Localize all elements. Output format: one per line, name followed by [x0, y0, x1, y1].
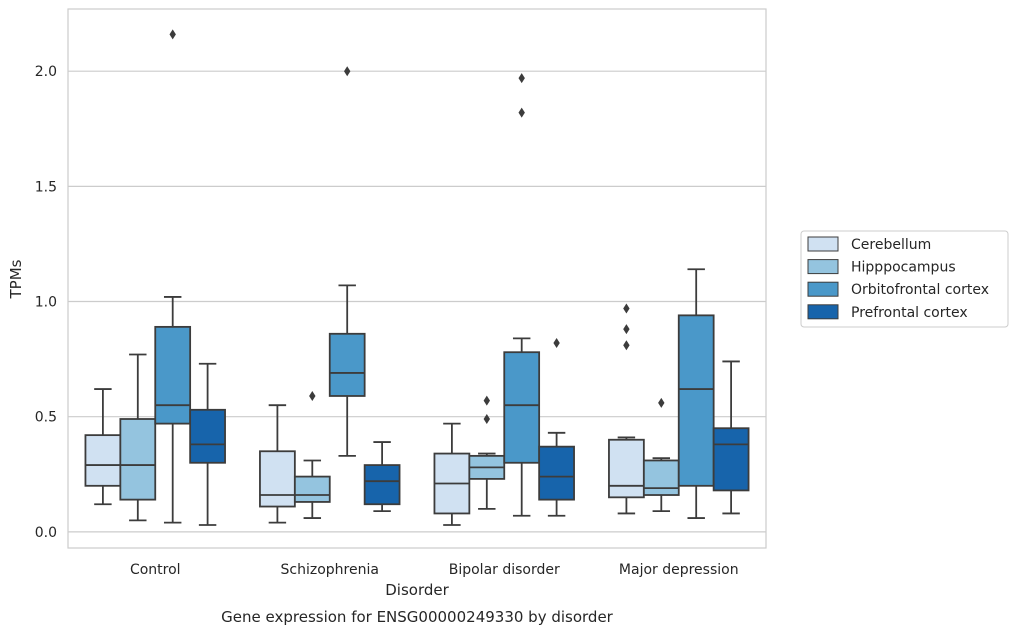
- x-tick-label: Bipolar disorder: [449, 562, 560, 578]
- y-tick-label: 2.0: [35, 64, 57, 80]
- outlier-point: [483, 414, 490, 425]
- box-iqr: [189, 408, 226, 464]
- outlier-point: [623, 340, 630, 351]
- x-tick-label: Major depression: [619, 562, 739, 578]
- y-tick-label: 0.0: [35, 525, 57, 541]
- legend-swatch: [807, 304, 839, 320]
- y-tick-label: 1.5: [35, 179, 57, 195]
- x-tick-labels: Control Schizophrenia Bipolar disorder Majo…: [130, 562, 739, 578]
- outlier-point: [309, 390, 316, 401]
- legend-swatch: [807, 281, 839, 297]
- box-iqr: [328, 332, 366, 397]
- x-tick-label: Schizophrenia: [281, 562, 379, 578]
- outlier-point: [553, 337, 560, 348]
- box-iqr: [84, 434, 122, 487]
- outlier-point: [623, 324, 630, 335]
- box-iqr: [154, 325, 192, 425]
- legend-swatch: [807, 236, 839, 252]
- box-iqr: [608, 438, 645, 499]
- box-iqr: [293, 475, 331, 503]
- box-iqr: [119, 418, 157, 501]
- chart-caption: Gene expression for ENSG00000249330 by d…: [221, 608, 614, 626]
- legend-label: Prefrontal cortex: [851, 305, 968, 321]
- y-tick-label: 0.5: [35, 410, 57, 426]
- legend-label: Cerebellum: [851, 237, 931, 253]
- legend-label: Orbitofrontal cortex: [851, 282, 989, 298]
- box-iqr: [642, 459, 680, 496]
- outlier-point: [169, 29, 176, 40]
- outlier-point: [483, 395, 490, 406]
- box-iqr: [538, 445, 575, 501]
- x-tick-label: Control: [130, 562, 181, 578]
- outlier-point: [658, 397, 665, 408]
- box-iqr: [363, 464, 401, 506]
- x-axis-label: Disorder: [385, 581, 449, 599]
- legend-swatch: [807, 259, 839, 275]
- legend-label: Hipppocampus: [851, 260, 956, 276]
- y-axis-label: TPMs: [7, 259, 25, 299]
- y-tick-label: 1.0: [35, 295, 57, 311]
- box-iqr: [503, 351, 541, 464]
- outlier-point: [518, 73, 525, 84]
- plot-area: [67, 8, 767, 549]
- box-iqr: [712, 427, 750, 492]
- outlier-point: [518, 107, 525, 118]
- box-iqr: [259, 450, 296, 508]
- outlier-point: [344, 66, 351, 77]
- legend-frame: [800, 230, 1009, 328]
- outlier-point: [623, 303, 630, 314]
- box-iqr: [677, 314, 715, 487]
- box-series: [84, 29, 750, 526]
- y-tick-labels: 0.0 0.5 1.0 1.5 2.0: [35, 64, 57, 541]
- legend: Cerebellum Hipppocampus Orbitofrontal cort…: [800, 230, 1009, 328]
